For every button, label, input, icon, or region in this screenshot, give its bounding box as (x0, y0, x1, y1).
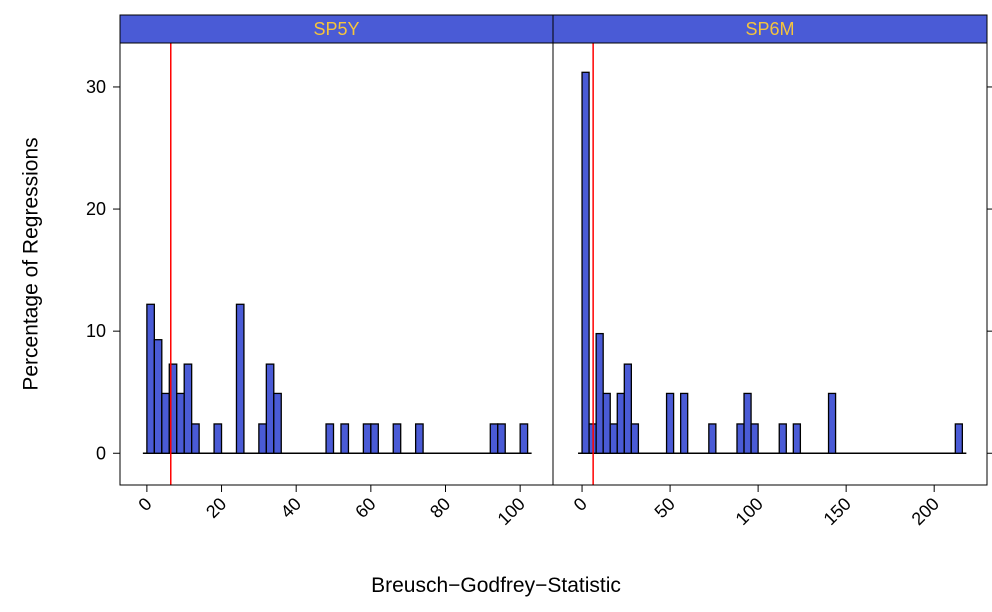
bar (370, 423, 379, 454)
bar (213, 423, 223, 454)
bar (340, 423, 350, 454)
y-tick-label: 30 (86, 77, 106, 97)
x-tick-label: 80 (426, 494, 454, 522)
x-tick-label: 20 (202, 494, 230, 522)
bar (497, 423, 506, 454)
bar (414, 423, 424, 454)
x-tick-label: 0 (570, 494, 591, 515)
bar (235, 303, 245, 454)
bar (191, 423, 200, 454)
bar (736, 423, 745, 454)
panel-title: SP6M (745, 19, 794, 39)
bar (392, 423, 402, 454)
panel-frame (552, 42, 988, 486)
x-tick-label: 50 (651, 494, 679, 522)
x-tick-label: 100 (494, 494, 529, 529)
bar (679, 392, 689, 454)
bar (489, 423, 499, 454)
bar (792, 423, 802, 454)
strip (119, 14, 554, 44)
bar (176, 392, 185, 454)
x-tick-label: 40 (277, 494, 305, 522)
bar (708, 423, 717, 454)
x-tick-label: 0 (134, 494, 155, 515)
bar (146, 303, 155, 454)
bar (581, 71, 590, 454)
panel-title: SP5Y (313, 19, 359, 39)
bar (258, 423, 267, 454)
bar (183, 363, 193, 454)
bar (827, 392, 837, 454)
x-tick-label: 100 (732, 494, 767, 529)
bar (602, 392, 611, 454)
bar (609, 423, 618, 454)
bar (750, 423, 759, 454)
x-tick-label: 200 (908, 494, 943, 529)
bar (519, 423, 529, 454)
bar (265, 363, 275, 454)
bar (161, 392, 170, 454)
y-tick-label: 20 (86, 199, 106, 219)
y-tick-label: 0 (96, 443, 106, 463)
y-tick-label: 10 (86, 321, 106, 341)
bar (362, 423, 372, 454)
bar (595, 332, 604, 454)
bar (630, 423, 640, 454)
bar (153, 339, 163, 454)
bar (616, 392, 625, 454)
bar (743, 392, 752, 454)
bar (778, 423, 787, 454)
x-tick-label: 60 (351, 494, 379, 522)
bar (325, 423, 335, 454)
bar (665, 392, 675, 454)
bar (623, 363, 632, 454)
strip (552, 14, 988, 44)
y-axis-label: Percentage of Regressions (20, 137, 43, 390)
x-axis-label: Breusch−Godfrey−Statistic (371, 574, 621, 597)
bar (954, 423, 964, 454)
bar (273, 392, 282, 454)
x-tick-label: 150 (820, 494, 855, 529)
